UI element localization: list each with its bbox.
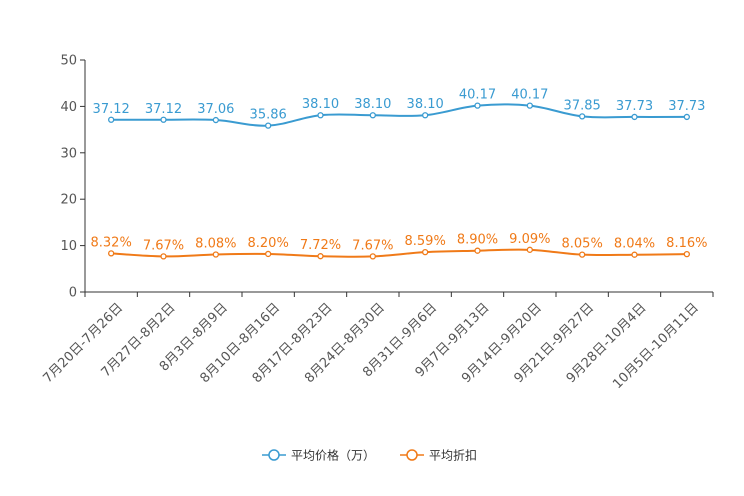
data-label: 38.10	[354, 97, 391, 112]
data-label: 37.12	[93, 102, 130, 117]
data-label: 8.90%	[457, 233, 498, 248]
data-point[interactable]	[631, 251, 638, 258]
legend-label: 平均折扣	[429, 448, 477, 463]
data-point[interactable]	[212, 116, 219, 124]
data-point[interactable]	[526, 246, 533, 253]
data-point[interactable]	[317, 112, 324, 119]
data-point[interactable]	[369, 253, 376, 260]
data-point[interactable]	[474, 102, 481, 109]
legend-label: 平均价格（万）	[291, 448, 375, 463]
data-label: 7.67%	[352, 238, 393, 253]
data-label: 38.10	[302, 97, 339, 112]
data-point[interactable]	[422, 248, 429, 256]
y-tick-label: 20	[60, 193, 77, 208]
data-label: 8.05%	[562, 237, 603, 252]
data-point[interactable]	[212, 251, 219, 258]
data-point[interactable]	[369, 112, 376, 119]
y-tick-label: 10	[60, 239, 77, 254]
legend-marker-icon	[406, 449, 418, 461]
data-point[interactable]	[265, 250, 272, 258]
chart-series: 37.12 37.12 37.06 35.86 38.10 38.10 38.10 40.17…	[91, 88, 707, 260]
data-point[interactable]	[683, 250, 690, 258]
data-label: 8.16%	[666, 236, 707, 251]
series-2: 8.32% 7.67% 8.08% 8.20% 7.72% 7.67% 8.59% 8.90%…	[91, 232, 707, 260]
series-line	[111, 248, 687, 258]
y-tick-label: 50	[60, 54, 77, 69]
series-1: 37.12 37.12 37.06 35.86 38.10 38.10 38.10 40.17…	[93, 88, 705, 129]
data-label: 8.32%	[91, 235, 132, 250]
data-point[interactable]	[526, 102, 533, 109]
data-label: 8.59%	[405, 234, 446, 249]
y-tick-label: 0	[69, 286, 77, 301]
data-label: 7.72%	[300, 238, 341, 253]
data-label: 9.09%	[509, 232, 550, 247]
data-point[interactable]	[317, 253, 324, 260]
data-label: 38.10	[407, 97, 444, 112]
data-point[interactable]	[579, 251, 586, 258]
data-point[interactable]	[579, 113, 586, 120]
data-label: 8.04%	[614, 237, 655, 252]
data-point[interactable]	[474, 247, 481, 254]
data-point[interactable]	[422, 112, 429, 119]
y-tick-label: 40	[60, 100, 77, 115]
data-point[interactable]	[683, 113, 690, 121]
data-label: 8.20%	[248, 236, 289, 251]
data-label: 37.73	[616, 99, 653, 114]
data-label: 37.73	[668, 99, 705, 114]
data-point[interactable]	[160, 253, 167, 260]
data-label: 37.85	[564, 98, 601, 113]
data-point[interactable]	[265, 122, 272, 129]
series-line	[111, 103, 687, 127]
legend-item-2[interactable]: 平均折扣	[400, 448, 477, 463]
y-tick-label: 30	[60, 146, 77, 161]
data-point[interactable]	[631, 113, 638, 121]
data-label: 35.86	[250, 108, 287, 123]
chart-legend[interactable]: 平均价格（万） 平均折扣	[262, 448, 477, 463]
data-label: 40.17	[511, 88, 548, 103]
data-label: 40.17	[459, 88, 496, 103]
data-label: 37.06	[197, 102, 234, 117]
data-point[interactable]	[160, 116, 167, 123]
data-label: 37.12	[145, 102, 182, 117]
data-point[interactable]	[108, 250, 115, 257]
legend-item-1[interactable]: 平均价格（万）	[262, 448, 375, 463]
data-label: 8.08%	[195, 237, 236, 252]
legend-marker-icon	[268, 449, 280, 461]
data-point[interactable]	[108, 116, 115, 123]
data-label: 7.67%	[143, 238, 184, 253]
